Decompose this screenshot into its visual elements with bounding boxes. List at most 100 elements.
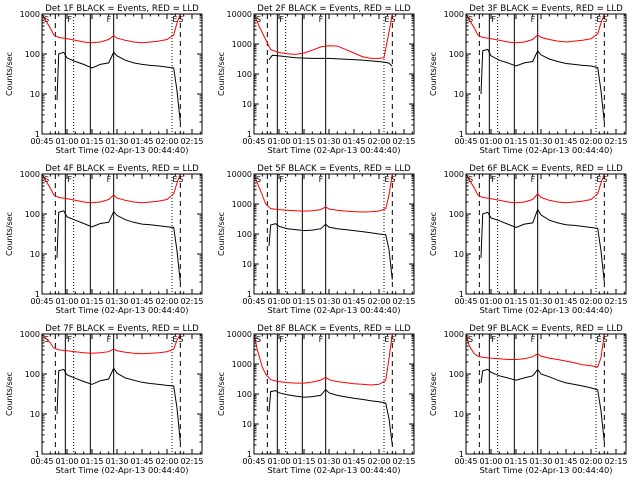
- flag-flare-label: F: [531, 175, 536, 184]
- flag-end-label: E: [172, 175, 177, 184]
- flag-start-label: S: [44, 175, 49, 184]
- y-tick-label: 1000: [444, 330, 464, 339]
- x-tick-label: 01:00: [55, 137, 78, 146]
- flag-end-label: E: [384, 335, 389, 344]
- x-tick-label: 01:30: [105, 137, 128, 146]
- events-series-line: [480, 48, 605, 123]
- flag-flare-label: F: [279, 175, 284, 184]
- x-tick-label: 00:45: [454, 297, 477, 306]
- x-tick-label: 01:15: [80, 297, 103, 306]
- x-tick-label: 01:45: [130, 137, 153, 146]
- x-axis-label: Start Time (02-Apr-13 00:44:40): [480, 145, 613, 155]
- y-tick-label: 100: [25, 370, 40, 379]
- x-tick-label: 02:00: [155, 297, 178, 306]
- plot-frame: [465, 333, 627, 455]
- flag-end-label: E: [172, 15, 177, 24]
- y-tick-label: 10: [30, 410, 40, 419]
- flag-flare-label: F: [67, 175, 72, 184]
- x-tick-label: 00:45: [30, 137, 53, 146]
- plot-frame: [465, 13, 627, 135]
- x-tick-label: 00:45: [242, 137, 265, 146]
- x-tick-label: 01:00: [479, 137, 502, 146]
- x-tick-label: 00:45: [242, 297, 265, 306]
- y-tick-label: 1000: [232, 40, 252, 49]
- lld-series-line: [254, 174, 396, 213]
- flag-start-label: S: [468, 335, 473, 344]
- y-tick-label: 100: [449, 370, 464, 379]
- y-tick-label: 100: [237, 70, 252, 79]
- x-tick-label: 01:45: [342, 457, 365, 466]
- flag-start-label: S: [468, 15, 473, 24]
- plot-frame: [41, 173, 203, 295]
- y-tick-label: 1: [247, 450, 252, 459]
- x-axis-label: Start Time (02-Apr-13 00:44:40): [480, 305, 613, 315]
- x-tick-label: 01:30: [529, 137, 552, 146]
- flag-start-label: S: [44, 15, 49, 24]
- y-tick-label: 1: [459, 450, 464, 459]
- x-tick-label: 02:15: [392, 297, 415, 306]
- y-tick-label: 10: [242, 420, 252, 429]
- x-axis-label: Start Time (02-Apr-13 00:44:40): [268, 305, 401, 315]
- x-tick-label: 01:45: [130, 297, 153, 306]
- flag-flare-label: F: [67, 15, 72, 24]
- flag-start-label: S: [256, 335, 261, 344]
- y-tick-label: 10: [30, 250, 40, 259]
- x-tick-label: 01:45: [342, 137, 365, 146]
- panel-title: Det 3F BLACK = Events, RED = LLD: [469, 4, 623, 14]
- y-axis-label: Counts/sec: [217, 212, 226, 256]
- y-tick-label: 1: [459, 290, 464, 299]
- y-tick-label: 10000: [227, 330, 252, 339]
- plot-frame: [41, 333, 203, 455]
- events-series-line: [56, 210, 181, 283]
- flag-start-label: S: [468, 175, 473, 184]
- y-tick-label: 100: [25, 210, 40, 219]
- x-tick-label: 02:15: [604, 297, 627, 306]
- x-axis-label: Start Time (02-Apr-13 00:44:40): [56, 305, 189, 315]
- y-tick-label: 1000: [20, 170, 40, 179]
- flag-start-label: S: [602, 175, 607, 184]
- x-tick-label: 02:15: [392, 137, 415, 146]
- x-tick-label: 01:45: [554, 457, 577, 466]
- x-tick-label: 01:00: [267, 297, 290, 306]
- x-axis-label: Start Time (02-Apr-13 00:44:40): [480, 465, 613, 475]
- x-tick-label: 02:00: [579, 457, 602, 466]
- y-tick-label: 1000: [232, 200, 252, 209]
- panel-title: Det 5F BLACK = Events, RED = LLD: [257, 164, 411, 174]
- x-tick-label: 02:00: [155, 137, 178, 146]
- y-tick-label: 10: [242, 100, 252, 109]
- x-tick-label: 01:00: [479, 297, 502, 306]
- x-tick-label: 01:45: [130, 457, 153, 466]
- y-tick-label: 1: [35, 290, 40, 299]
- x-tick-label: 01:30: [529, 457, 552, 466]
- y-tick-label: 10: [454, 90, 464, 99]
- y-axis-label: Counts/sec: [429, 212, 438, 256]
- x-tick-label: 02:00: [367, 137, 390, 146]
- y-axis-label: Counts/sec: [5, 212, 14, 256]
- y-tick-label: 1000: [232, 360, 252, 369]
- x-tick-label: 01:45: [554, 297, 577, 306]
- x-tick-label: 00:45: [30, 297, 53, 306]
- flag-start-label: S: [390, 175, 395, 184]
- y-axis-label: Counts/sec: [217, 52, 226, 96]
- events-series-line: [480, 208, 605, 283]
- flag-end-label: E: [172, 335, 177, 344]
- x-axis-label: Start Time (02-Apr-13 00:44:40): [56, 465, 189, 475]
- y-tick-label: 100: [237, 230, 252, 239]
- y-tick-label: 1000: [444, 10, 464, 19]
- y-tick-label: 100: [25, 50, 40, 59]
- panel-title: Det 4F BLACK = Events, RED = LLD: [45, 164, 199, 174]
- x-tick-label: 00:45: [454, 137, 477, 146]
- y-tick-label: 100: [449, 210, 464, 219]
- x-tick-label: 02:00: [579, 137, 602, 146]
- x-tick-label: 01:00: [267, 137, 290, 146]
- x-tick-label: 02:15: [180, 457, 203, 466]
- flag-flare-label: F: [319, 15, 324, 24]
